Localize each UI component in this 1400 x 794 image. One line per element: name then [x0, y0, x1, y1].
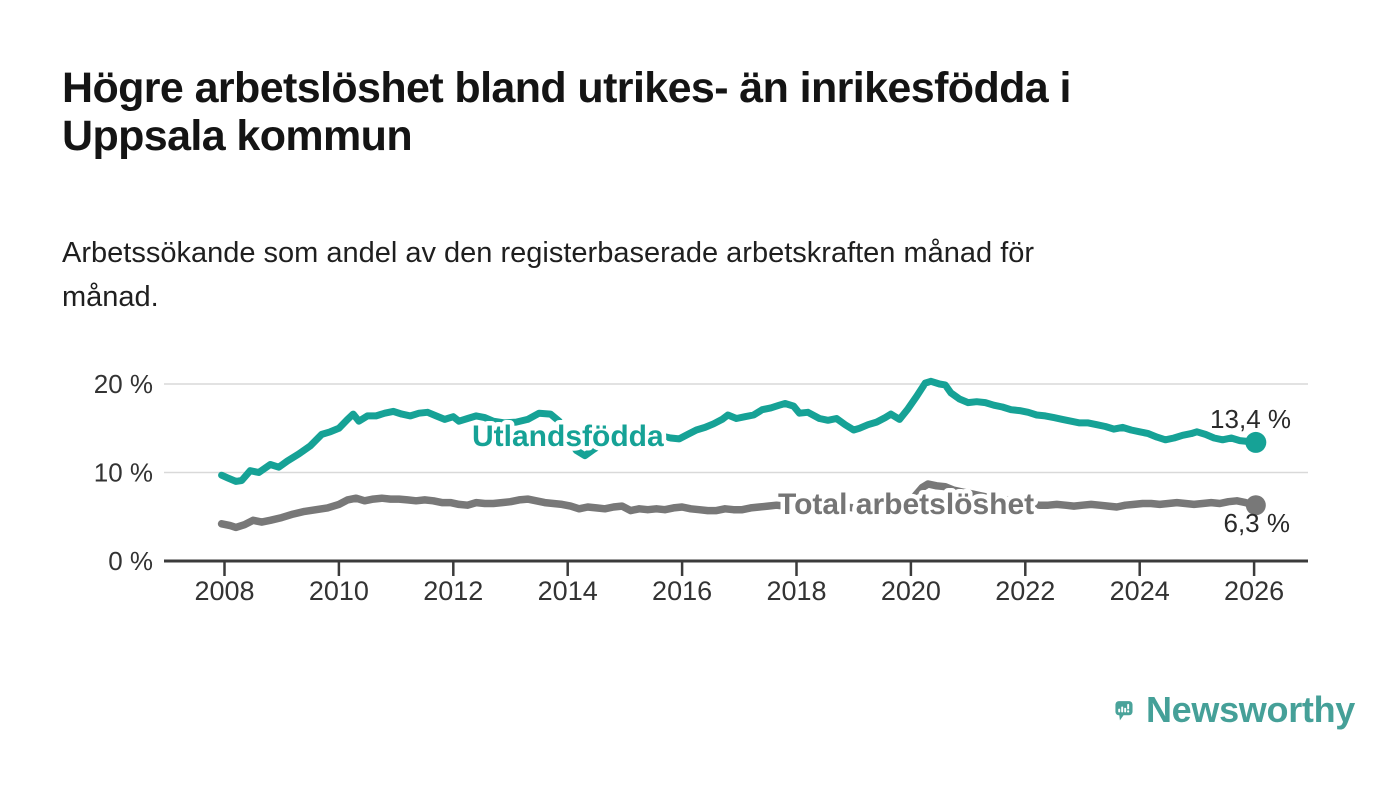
x-axis-label-2022: 2022 — [995, 576, 1055, 606]
y-axis-label-20: 20 % — [94, 369, 153, 399]
series-line-utlandsfodda — [218, 377, 1260, 485]
page-subtitle-line-1: Arbetssökande som andel av den registerb… — [62, 237, 1035, 269]
newsworthy-logo-text: Newsworthy — [1145, 689, 1355, 730]
x-axis-label-2020: 2020 — [881, 576, 941, 606]
end-value-label-utlandsfodda: 13,4 % — [1210, 404, 1291, 434]
speech-bubble-shape — [1115, 701, 1133, 721]
y-axis-label-10: 10 % — [94, 458, 153, 488]
x-axis-label-2016: 2016 — [652, 576, 712, 606]
x-axis-label-2014: 2014 — [538, 576, 598, 606]
x-axis-label-2010: 2010 — [309, 576, 369, 606]
bar-chart-glyph — [1118, 703, 1130, 713]
series-label-total: Total arbetslöshet — [778, 488, 1034, 521]
page-subtitle-line-2: månad. — [62, 281, 159, 313]
newsworthy-logo: Newsworthy — [1115, 682, 1355, 742]
page-title: Högre arbetslöshet bland utrikes- än inr… — [62, 64, 1071, 160]
page-subtitle: Arbetssökande som andel av den registerb… — [62, 231, 1034, 319]
series-end-dot-total — [1245, 495, 1266, 516]
page-title-line-2: Uppsala kommun — [62, 112, 413, 160]
x-axis-label-2018: 2018 — [766, 576, 826, 606]
series-line-total — [217, 480, 1260, 532]
page-title-line-1: Högre arbetslöshet bland utrikes- än inr… — [62, 64, 1071, 112]
x-axis-label-2024: 2024 — [1110, 576, 1170, 606]
newsworthy-logo-icon — [1115, 701, 1133, 721]
x-axis-label-2008: 2008 — [194, 576, 254, 606]
series-label-utlandsfodda: Utlandsfödda — [472, 420, 664, 453]
y-axis-label-0: 0 % — [108, 546, 153, 576]
series-end-dot-utlandsfodda — [1245, 431, 1267, 453]
end-value-label-total: 6,3 % — [1224, 508, 1291, 538]
x-axis-label-2012: 2012 — [423, 576, 483, 606]
x-axis-label-2026: 2026 — [1224, 576, 1284, 606]
